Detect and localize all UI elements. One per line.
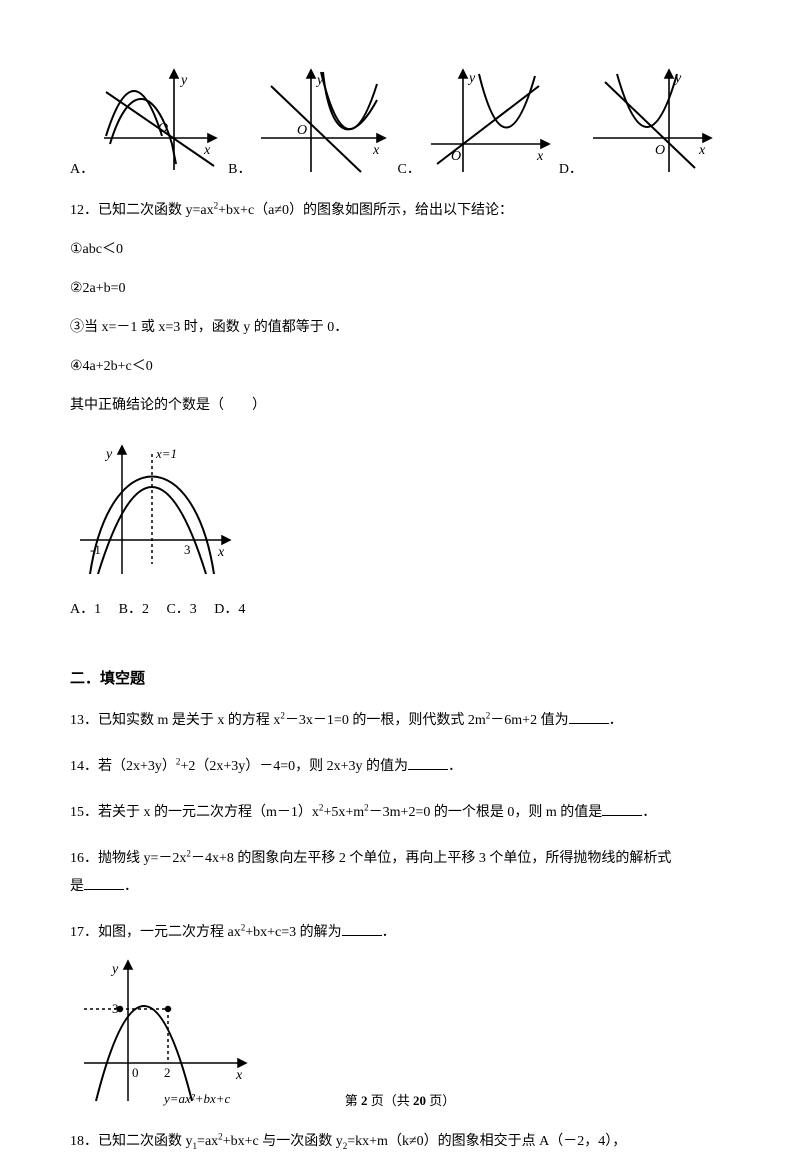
q12-item-2: ②2a+b=0 [70,278,730,299]
q16-text-b: 是 [70,879,84,894]
svg-text:y: y [315,73,324,88]
q11-option-b: B． y x O [228,60,393,180]
q11-graph-c: y x O [423,60,555,180]
q12-item-4: ④4a+2b+c＜0 [70,356,730,377]
section-2-title: 二．填空题 [70,668,730,691]
q15-blank [602,802,642,816]
q15-text: 15．若关于 x 的一元二次方程（m－1）x2+5x+m2－3m+2=0 的一个… [70,805,602,820]
q12-graph-xlabel: x [217,545,225,560]
q16-text-a: 16．抛物线 y=－2x2－4x+8 的图象向左平移 2 个单位，再向上平移 3… [70,851,671,866]
footer-pre: 第 [345,1093,361,1108]
q12-item-3: ③当 x=－1 或 x=3 时，函数 y 的值都等于 0． [70,317,730,338]
svg-text:O: O [655,143,665,158]
q11-label-d: D． [559,159,583,180]
svg-text:x: x [203,143,211,158]
q12-stem-text: 12．已知二次函数 y=ax2+bx+c（a≠0）的图象如图所示，给出以下结论： [70,203,513,218]
q14: 14．若（2x+3y）2+2（2x+3y）－4=0，则 2x+3y 的值为 ． [70,753,730,781]
q11-graph-row: A． y x O B． [70,60,730,180]
q14-blank [408,756,448,770]
q13-blank [569,710,609,724]
svg-text:x: x [372,143,380,158]
svg-text:y: y [673,71,682,86]
q18-text: 18．已知二次函数 y1=ax2+bx+c 与一次函数 y2=kx+m（k≠0）… [70,1134,626,1149]
q12-graph-3: 3 [184,542,191,557]
q17-end: ． [382,925,396,940]
svg-text:y: y [467,71,476,86]
footer-post: 页） [426,1093,455,1108]
q17: 17．如图，一元二次方程 ax2+bx+c=3 的解为 ． [70,919,730,947]
q12-graph: y x x=1 -1 3 [70,434,730,591]
page-footer: 第 2 页（共 20 页） [0,1091,800,1111]
q13-end: ． [609,713,623,728]
svg-text:y: y [179,73,188,88]
q11-graph-a: y x O [96,60,224,180]
svg-text:x: x [698,143,706,158]
q14-end: ． [448,759,462,774]
q11-option-d: D． y x O [559,60,717,180]
q16: 16．抛物线 y=－2x2－4x+8 的图象向左平移 2 个单位，再向上平移 3… [70,845,730,901]
q12-graph-m1: -1 [90,542,101,557]
q17-graph-2: 2 [164,1065,171,1080]
svg-text:O: O [158,121,168,136]
q11-label-c: C． [397,159,420,180]
q15-end: ． [642,805,656,820]
q17-graph-xlabel: x [235,1068,243,1083]
q11-graph-b: y x O [253,60,393,180]
q11-graph-d: y x O [585,60,717,180]
q11-option-c: C． y x O [397,60,554,180]
q12-item-1: ①abc＜0 [70,239,730,260]
q17-graph-3: 3 [112,1001,119,1016]
q12-graph-ylabel: y [104,447,113,462]
svg-text:x: x [536,149,544,164]
q12-options: A．1 B．2 C．3 D．4 [70,599,730,620]
svg-text:O: O [297,123,307,138]
q15: 15．若关于 x 的一元二次方程（m－1）x2+5x+m2－3m+2=0 的一个… [70,799,730,827]
q11-label-a: A． [70,159,94,180]
q14-text: 14．若（2x+3y）2+2（2x+3y）－4=0，则 2x+3y 的值为 [70,759,408,774]
q13: 13．已知实数 m 是关于 x 的方程 x2－3x－1=0 的一根，则代数式 2… [70,707,730,735]
q13-text: 13．已知实数 m 是关于 x 的方程 x2－3x－1=0 的一根，则代数式 2… [70,713,569,728]
svg-text:O: O [451,149,461,164]
footer-mid: 页（共 [367,1093,413,1108]
q17-blank [342,922,382,936]
q11-label-b: B． [228,159,251,180]
q16-blank [84,876,124,890]
q17-graph-ylabel: y [110,962,119,977]
q11-option-a: A． y x O [70,60,224,180]
q17-text: 17．如图，一元二次方程 ax2+bx+c=3 的解为 [70,925,342,940]
q12-graph-x1: x=1 [155,446,177,461]
footer-total: 20 [413,1093,426,1108]
q12-stem: 12．已知二次函数 y=ax2+bx+c（a≠0）的图象如图所示，给出以下结论： [70,200,730,221]
q12-tail: 其中正确结论的个数是（ ） [70,395,730,416]
q17-graph-0: 0 [132,1065,139,1080]
q16-end: ． [124,879,138,894]
